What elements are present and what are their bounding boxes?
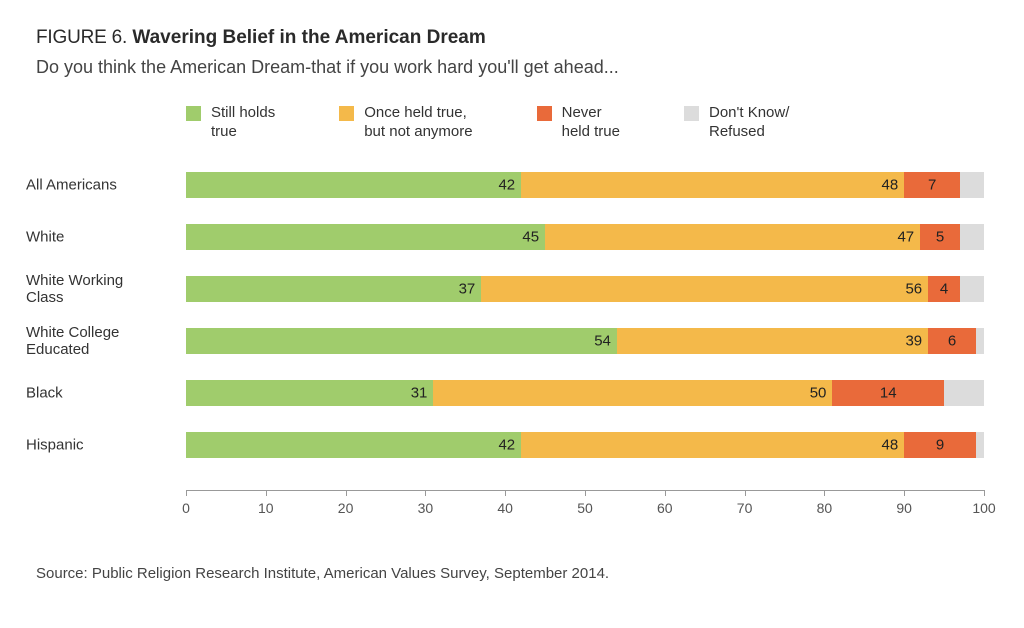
bar-value-never: 14 bbox=[880, 385, 897, 402]
row-label: White CollegeEducated bbox=[26, 324, 186, 359]
x-tick-label: 80 bbox=[817, 500, 833, 516]
bar-value-once: 47 bbox=[897, 229, 914, 246]
source-line: Source: Public Religion Research Institu… bbox=[36, 565, 609, 582]
legend-item-dkr: Don't Know/Refused bbox=[684, 104, 789, 142]
x-axis: 0102030405060708090100 bbox=[186, 490, 984, 491]
figure-label: FIGURE 6. bbox=[36, 27, 127, 48]
bar-value-still: 42 bbox=[498, 437, 515, 454]
bar-value-once: 56 bbox=[905, 281, 922, 298]
bar-segment-never: 7 bbox=[904, 172, 960, 198]
bar-segment-still: 37 bbox=[186, 276, 481, 302]
bar-segment-once: 56 bbox=[481, 276, 928, 302]
legend-swatch-still bbox=[186, 106, 201, 121]
bar-value-never: 7 bbox=[928, 177, 936, 194]
bar-segment-still: 54 bbox=[186, 328, 617, 354]
legend-item-once: Once held true,but not anymore bbox=[339, 104, 472, 142]
x-tick-label: 100 bbox=[972, 500, 995, 516]
bar-track: 42 48 7 bbox=[186, 172, 984, 198]
legend-item-still: Still holdstrue bbox=[186, 104, 275, 142]
bar-value-once: 39 bbox=[905, 333, 922, 350]
bar-row: White WorkingClass37564 bbox=[186, 272, 984, 306]
bar-segment-once: 47 bbox=[545, 224, 920, 250]
x-tick-label: 60 bbox=[657, 500, 673, 516]
bar-segment-once: 50 bbox=[433, 380, 832, 406]
bar-segment-never: 5 bbox=[920, 224, 960, 250]
legend-label-once: Once held true,but not anymore bbox=[364, 104, 472, 142]
bar-segment-still: 45 bbox=[186, 224, 545, 250]
legend-label-never: Neverheld true bbox=[562, 104, 620, 142]
bar-value-still: 37 bbox=[459, 281, 476, 298]
bar-value-once: 48 bbox=[882, 177, 899, 194]
figure-subtitle: Do you think the American Dream-that if … bbox=[36, 57, 988, 78]
legend-swatch-dkr bbox=[684, 106, 699, 121]
bar-segment-dkr bbox=[976, 328, 984, 354]
x-tick-label: 90 bbox=[896, 500, 912, 516]
chart-legend: Still holdstrue Once held true,but not an… bbox=[186, 104, 789, 142]
bar-segment-dkr bbox=[944, 380, 984, 406]
bar-segment-still: 42 bbox=[186, 172, 521, 198]
row-label: White WorkingClass bbox=[26, 272, 186, 307]
bar-segment-dkr bbox=[960, 276, 984, 302]
legend-item-never: Neverheld true bbox=[537, 104, 620, 142]
x-tick-label: 70 bbox=[737, 500, 753, 516]
figure-title: Wavering Belief in the American Dream bbox=[132, 27, 485, 48]
row-label: Black bbox=[26, 384, 186, 401]
bar-segment-still: 42 bbox=[186, 432, 521, 458]
x-tick-label: 10 bbox=[258, 500, 274, 516]
bar-value-once: 48 bbox=[882, 437, 899, 454]
figure-header: FIGURE 6. Wavering Belief in the America… bbox=[36, 26, 988, 51]
bar-segment-once: 48 bbox=[521, 172, 904, 198]
bar-row: Hispanic42489 bbox=[186, 428, 984, 462]
row-label: All Americans bbox=[26, 176, 186, 193]
x-tick-label: 20 bbox=[338, 500, 354, 516]
x-tick-label: 30 bbox=[418, 500, 434, 516]
bar-track: 45 47 5 bbox=[186, 224, 984, 250]
bar-segment-once: 48 bbox=[521, 432, 904, 458]
bar-value-still: 45 bbox=[522, 229, 539, 246]
bar-segment-never: 14 bbox=[832, 380, 944, 406]
legend-label-dkr: Don't Know/Refused bbox=[709, 104, 789, 142]
bar-value-once: 50 bbox=[810, 385, 827, 402]
chart-plot-area: All Americans42487White45475White Workin… bbox=[186, 168, 984, 488]
bar-track: 54 39 6 bbox=[186, 328, 984, 354]
bar-segment-dkr bbox=[976, 432, 984, 458]
bar-value-never: 4 bbox=[940, 281, 948, 298]
bar-row: All Americans42487 bbox=[186, 168, 984, 202]
x-tick-label: 0 bbox=[182, 500, 190, 516]
bar-value-still: 31 bbox=[411, 385, 428, 402]
legend-label-still: Still holdstrue bbox=[211, 104, 275, 142]
bar-value-never: 6 bbox=[948, 333, 956, 350]
row-label: White bbox=[26, 228, 186, 245]
bar-track: 31 50 14 bbox=[186, 380, 984, 406]
bar-row: White CollegeEducated54396 bbox=[186, 324, 984, 358]
figure-6: FIGURE 6. Wavering Belief in the America… bbox=[0, 0, 1024, 628]
legend-swatch-once bbox=[339, 106, 354, 121]
bar-value-never: 9 bbox=[936, 437, 944, 454]
bar-segment-never: 9 bbox=[904, 432, 976, 458]
bar-segment-still: 31 bbox=[186, 380, 433, 406]
bar-segment-once: 39 bbox=[617, 328, 928, 354]
legend-swatch-never bbox=[537, 106, 552, 121]
bar-track: 37 56 4 bbox=[186, 276, 984, 302]
x-tick-label: 50 bbox=[577, 500, 593, 516]
row-label: Hispanic bbox=[26, 436, 186, 453]
x-tick-label: 40 bbox=[497, 500, 513, 516]
bar-row: Black315014 bbox=[186, 376, 984, 410]
bar-segment-never: 6 bbox=[928, 328, 976, 354]
bar-value-still: 54 bbox=[594, 333, 611, 350]
bar-row: White45475 bbox=[186, 220, 984, 254]
bar-track: 42 48 9 bbox=[186, 432, 984, 458]
bar-value-never: 5 bbox=[936, 229, 944, 246]
bar-value-still: 42 bbox=[498, 177, 515, 194]
bar-segment-dkr bbox=[960, 224, 984, 250]
bar-segment-never: 4 bbox=[928, 276, 960, 302]
bar-segment-dkr bbox=[960, 172, 984, 198]
